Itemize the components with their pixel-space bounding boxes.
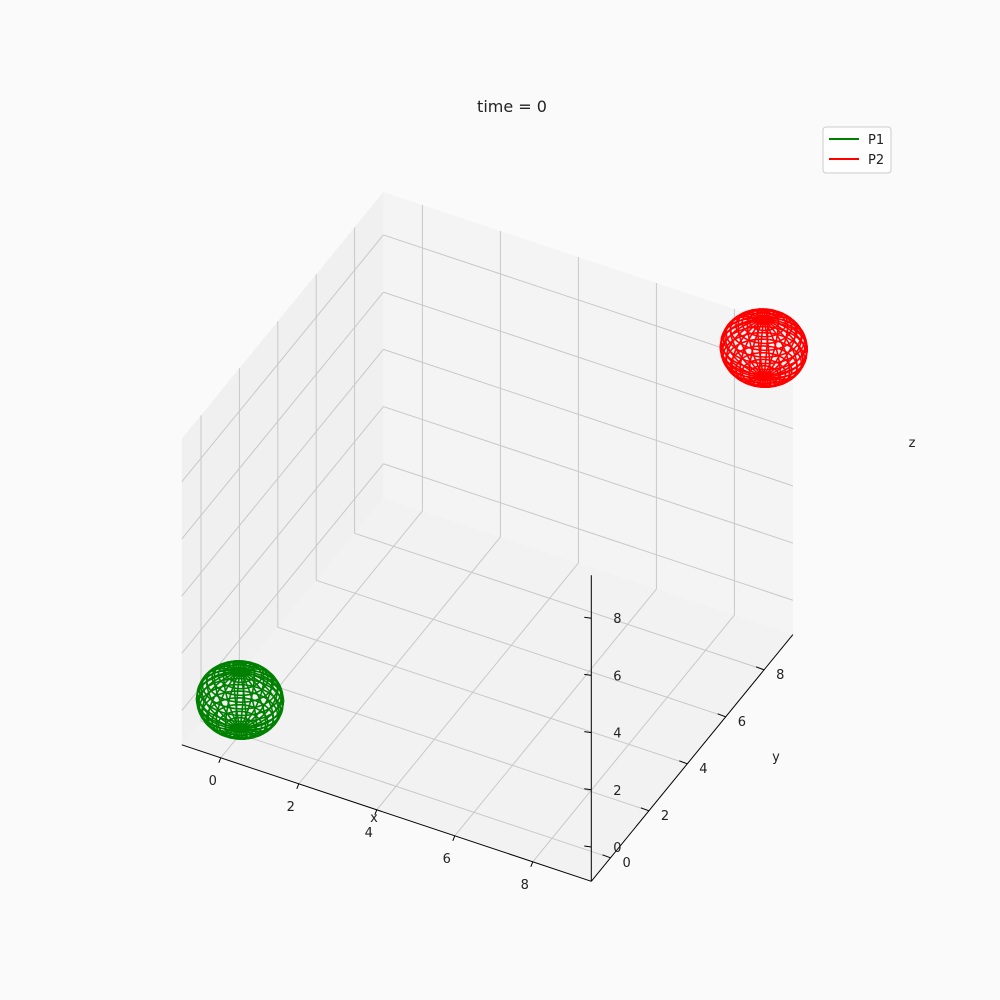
- chart-title: time = 0: [477, 97, 547, 116]
- sphere-longitude-line: [239, 671, 248, 740]
- z-gridline-back: [383, 348, 794, 487]
- z-gridline-left: [181, 349, 384, 597]
- z-gridline-left: [181, 234, 384, 483]
- sphere-p1: [195, 660, 285, 740]
- sphere-longitude-line: [239, 670, 285, 730]
- sphere-longitude-line: [763, 318, 791, 386]
- x-tick-mark: [374, 809, 378, 816]
- sphere-longitude-line: [239, 668, 279, 730]
- z-axis-label: z: [909, 436, 916, 451]
- y-tick-label: 6: [738, 715, 746, 730]
- data-layer: [195, 308, 809, 740]
- x-gridline-floor: [532, 614, 735, 863]
- sphere-longitude-line: [239, 670, 275, 735]
- z-tick-label: 0: [613, 841, 621, 856]
- y-tick-mark: [679, 760, 688, 765]
- z-tick-mark: [584, 788, 592, 791]
- grid-layer: [181, 192, 794, 882]
- x-tick-label: 6: [443, 852, 451, 867]
- sphere-longitude-line: [763, 318, 809, 378]
- x-gridline-floor: [454, 588, 657, 837]
- z-gridline-left: [181, 291, 384, 540]
- z-gridline-back: [383, 463, 794, 601]
- sphere-longitude-line: [731, 318, 765, 383]
- sphere-longitude-line: [725, 318, 765, 380]
- x-axis-line: [181, 744, 592, 882]
- back-pane: [383, 192, 793, 635]
- x-tick-label: 8: [521, 878, 529, 893]
- y-axis-line: [590, 634, 794, 882]
- sphere-longitude-line: [222, 661, 241, 730]
- y-tick-label: 0: [623, 856, 631, 871]
- z-tick-label: 6: [613, 669, 621, 684]
- y-gridline-floor: [239, 673, 650, 812]
- y-gridline-floor: [316, 579, 726, 718]
- floor-pane: [181, 498, 793, 882]
- x-tick-label: 2: [287, 800, 295, 815]
- y-gridline-floor: [200, 720, 611, 859]
- legend-label-p2: P2: [868, 153, 884, 168]
- sphere-longitude-line: [207, 670, 241, 735]
- z-tick-mark: [584, 845, 592, 848]
- y-tick-mark: [640, 807, 650, 812]
- sphere-longitude-line: [758, 319, 765, 388]
- x-tick-mark: [296, 783, 300, 790]
- x-gridline-floor: [298, 536, 501, 785]
- y-gridline-floor: [277, 626, 688, 765]
- sphere-longitude-line: [239, 661, 256, 729]
- z-gridline-back: [383, 291, 794, 430]
- z-tick-mark: [584, 673, 592, 676]
- x-gridline-floor: [376, 562, 579, 811]
- x-axis-label: x: [370, 811, 378, 826]
- sphere-longitude-line: [763, 318, 807, 378]
- z-tick-mark: [584, 616, 592, 619]
- x-tick-mark: [452, 835, 456, 842]
- x-tick-mark: [530, 861, 534, 868]
- sphere-longitude-line: [763, 319, 782, 388]
- axis-layer: 0 2 4 6 8 0 2 4 6 8 0 2 4 6 8: [181, 575, 794, 893]
- sphere-longitude-line: [195, 670, 241, 730]
- x-tick-label: 4: [365, 826, 373, 841]
- sphere-longitude-line: [239, 670, 267, 738]
- y-gridline-floor: [354, 532, 765, 671]
- y-tick-mark: [602, 854, 611, 859]
- sphere-longitude-line: [235, 671, 241, 740]
- x-tick-mark: [218, 757, 222, 764]
- z-tick-label: 2: [613, 784, 621, 799]
- z-gridline-left: [181, 406, 384, 654]
- y-tick-label: 4: [699, 762, 707, 777]
- z-tick-mark: [584, 731, 592, 734]
- sphere-longitude-line: [746, 309, 765, 378]
- z-tick-label: 4: [613, 727, 621, 742]
- legend-label-p1: P1: [868, 133, 884, 148]
- sphere-longitude-line: [719, 318, 764, 378]
- y-axis-label: y: [772, 750, 780, 765]
- z-gridline-back: [383, 406, 794, 544]
- legend: P1 P2: [822, 126, 892, 174]
- sphere-longitude-line: [224, 671, 241, 739]
- x-tick-label: 0: [209, 774, 217, 789]
- left-pane: [181, 192, 384, 745]
- sphere-longitude-line: [763, 316, 803, 378]
- sphere-longitude-line: [239, 670, 258, 739]
- sphere-longitude-line: [201, 670, 241, 732]
- y-tick-label: 8: [776, 668, 784, 683]
- y-tick-mark: [717, 713, 726, 718]
- sphere-longitude-line: [721, 318, 764, 379]
- sphere-longitude-line: [748, 319, 765, 387]
- y-tick-label: 2: [661, 809, 669, 824]
- sphere-longitude-line: [239, 670, 283, 730]
- z-tick-label: 8: [613, 612, 621, 627]
- sphere-p2: [719, 308, 809, 389]
- y-tick-mark: [755, 666, 765, 671]
- sphere-longitude-line: [763, 319, 771, 389]
- sphere-longitude-line: [197, 670, 241, 730]
- sphere-longitude-line: [763, 318, 798, 383]
- sphere-longitude-line: [763, 309, 779, 378]
